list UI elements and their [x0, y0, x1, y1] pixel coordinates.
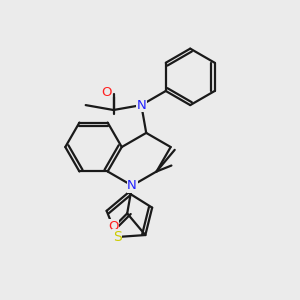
Text: S: S: [113, 230, 122, 244]
Text: N: N: [127, 179, 137, 192]
Text: N: N: [136, 99, 146, 112]
Text: O: O: [108, 220, 118, 232]
Text: O: O: [101, 86, 111, 99]
